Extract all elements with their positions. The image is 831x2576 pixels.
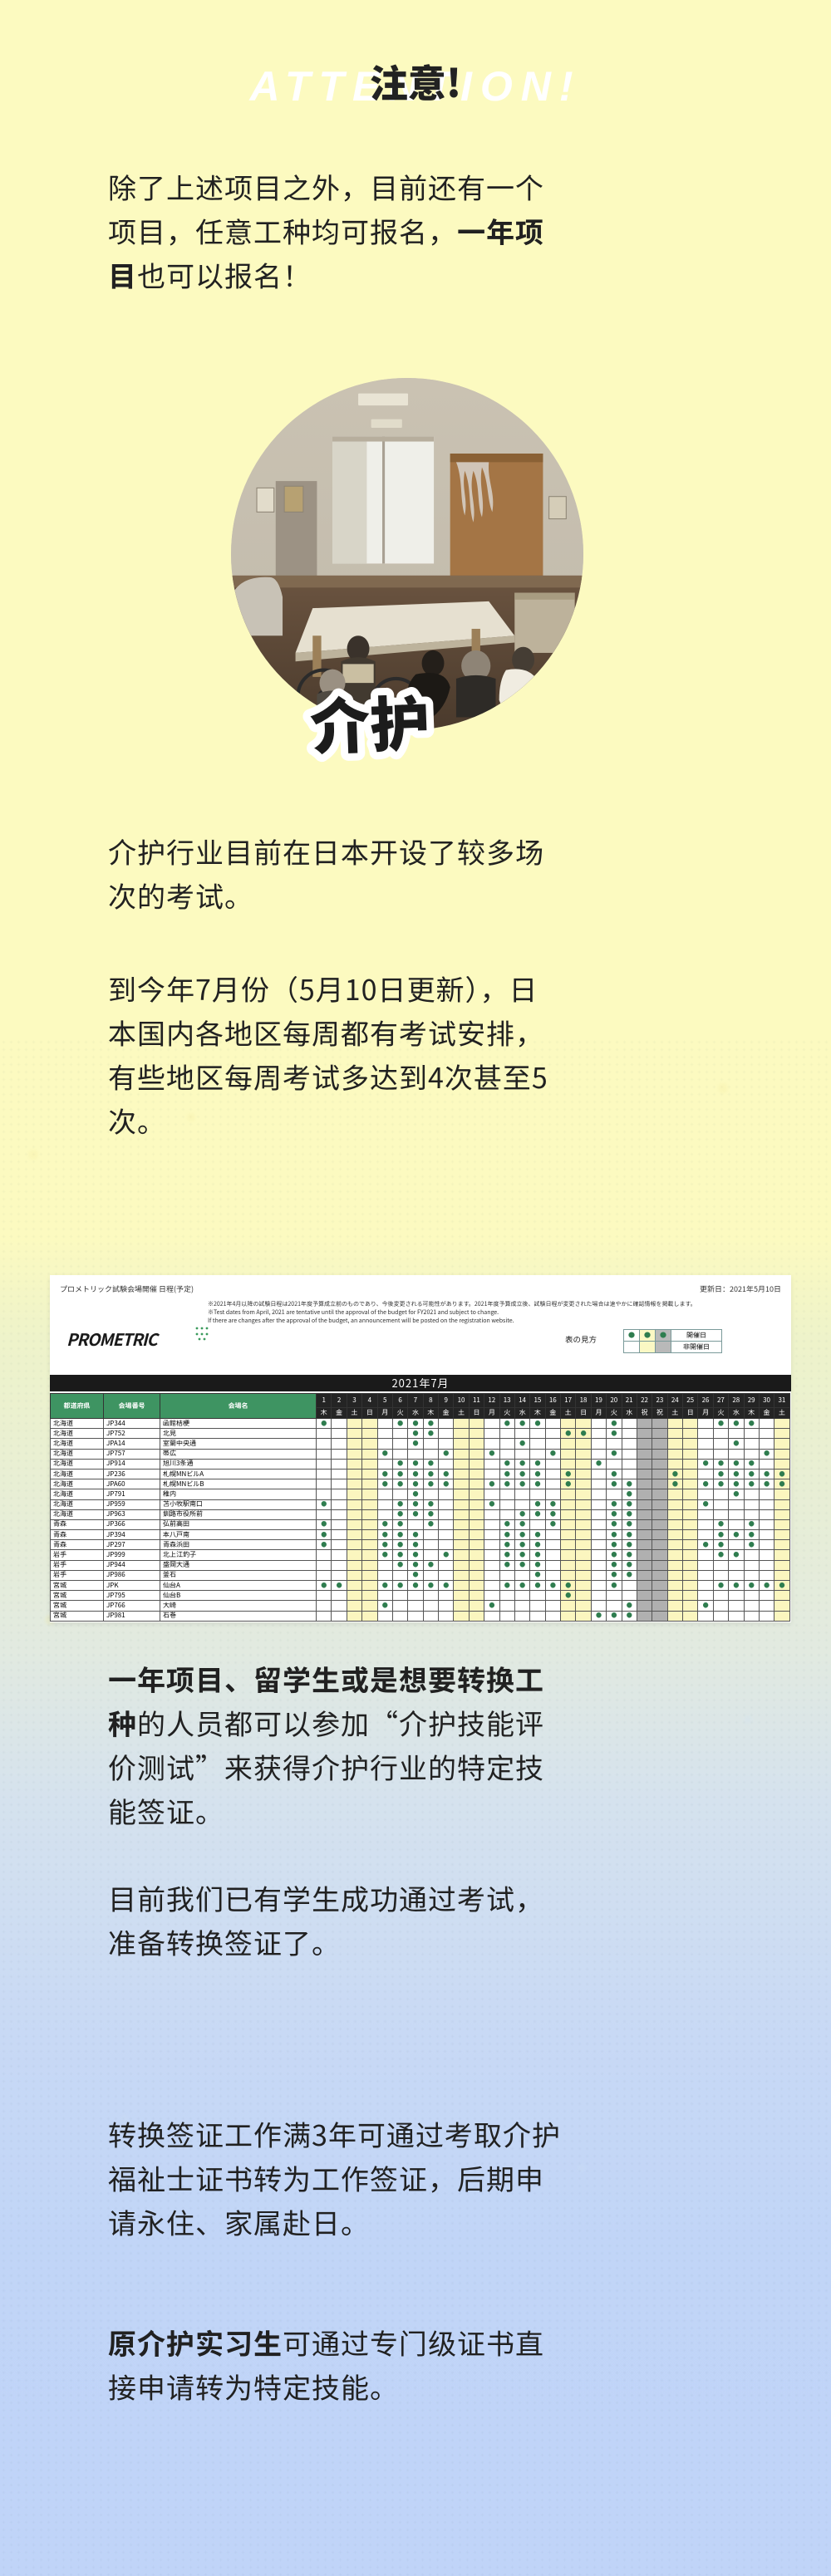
svg-text:介护: 介护 bbox=[308, 675, 431, 767]
